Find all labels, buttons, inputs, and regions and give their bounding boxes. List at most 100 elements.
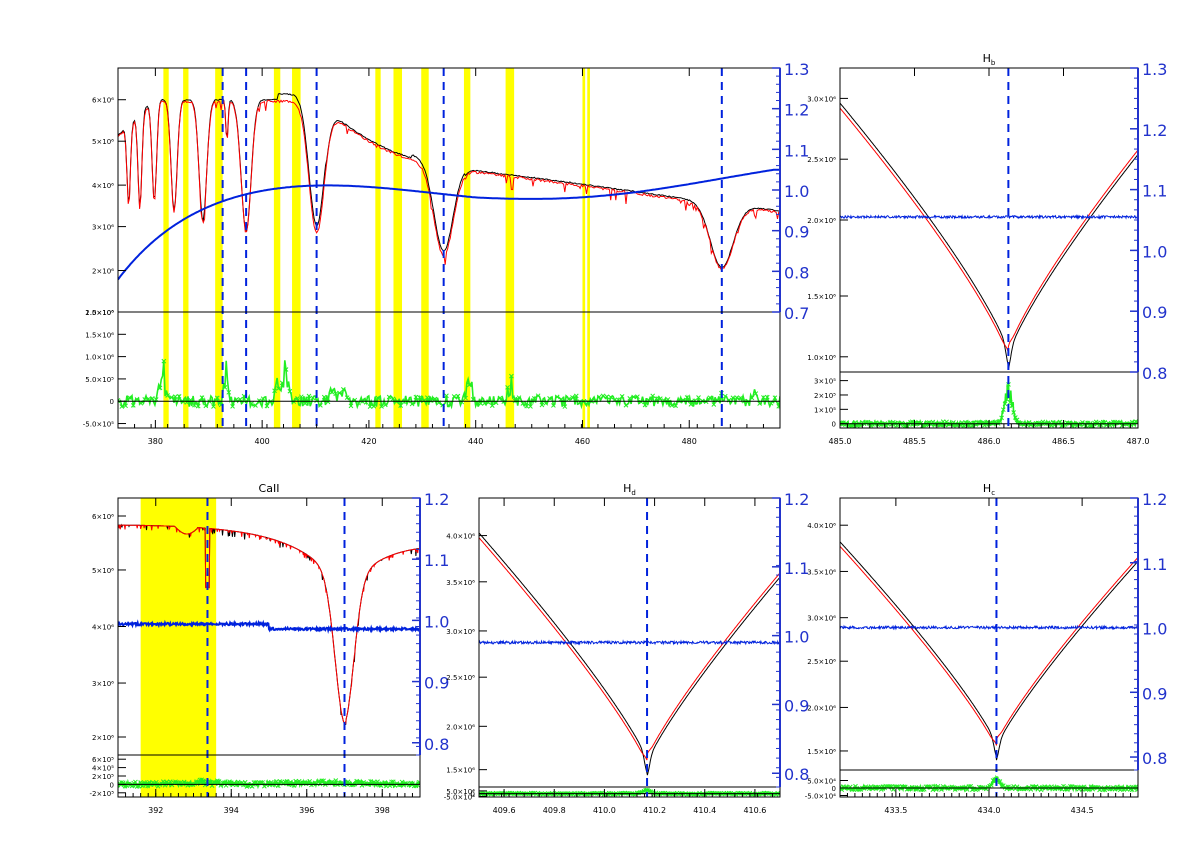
residual-marker: [325, 399, 331, 405]
residual-marker: [119, 404, 125, 409]
residual-marker: [267, 782, 272, 788]
highlight-band-6: [393, 68, 403, 428]
residual-marker: [1007, 399, 1013, 405]
residual-marker: [344, 395, 350, 400]
residual-marker: [375, 779, 380, 784]
plot-area: [479, 498, 780, 797]
residual-marker: [840, 784, 843, 790]
residual-marker: [772, 395, 778, 401]
panel-title-sub: c: [991, 489, 995, 497]
residual-marker: [988, 782, 994, 788]
model-spectrum: [118, 524, 420, 725]
residual-marker: [298, 394, 304, 400]
residual-marker: [749, 395, 755, 401]
plot-area: [840, 498, 1138, 797]
residual-marker: [127, 395, 132, 400]
y-right-tick-label: 1.2: [784, 490, 809, 509]
residual-marker: [961, 423, 967, 428]
highlight-band-11: [587, 68, 590, 428]
residual-marker: [417, 779, 420, 785]
y-right-tick-label: 0.7: [784, 304, 809, 323]
highlight-band-0: [163, 68, 169, 428]
y-left-tick-label: 1.5×10⁶: [446, 767, 475, 775]
residual-marker: [272, 388, 277, 394]
panel-title: Hd: [623, 482, 636, 497]
residual-marker: [661, 398, 667, 404]
panel-title-main: H: [983, 482, 991, 495]
y-bottom-tick-label: 5.0×10⁴: [446, 788, 475, 796]
x-tick-label: 434.0: [978, 806, 1001, 815]
residual-marker: [722, 393, 728, 399]
y-right-tick-label: 0.8: [1142, 749, 1167, 768]
residual-marker: [604, 394, 610, 400]
residual-marker: [274, 779, 279, 784]
ratio-curve: [118, 619, 420, 635]
residual-marker: [1090, 423, 1096, 428]
residual-marker: [340, 387, 346, 392]
residual-marker: [415, 782, 420, 788]
residual-marker: [214, 395, 220, 401]
residual-marker: [425, 395, 430, 401]
y-left-tick-label: 4×10⁶: [92, 624, 114, 632]
residual-marker: [566, 396, 572, 402]
residual-marker: [761, 395, 766, 400]
residual-marker: [535, 393, 541, 399]
y-right-tick-label: 1.1: [1142, 555, 1167, 574]
residual-marker: [356, 400, 361, 406]
residual-marker: [619, 790, 624, 796]
residual-curve: [118, 360, 780, 410]
residual-marker: [997, 418, 1003, 424]
plot-area: [840, 68, 1138, 428]
residual-marker: [554, 394, 560, 400]
residual-marker: [596, 394, 602, 400]
y-bottom-tick-label: -5.0×10⁴: [805, 793, 836, 801]
panel-title: CaII: [259, 482, 280, 495]
residual-marker: [551, 403, 556, 408]
y-right-tick-label: 0.9: [784, 223, 809, 242]
y-left-tick-label: 2.0×10⁶: [807, 704, 836, 712]
y-left-tick-label: 6×10⁶: [92, 513, 114, 521]
residual-marker: [573, 393, 579, 399]
y-right-tick-label: 1.0: [1142, 620, 1167, 639]
residual-marker: [230, 403, 235, 409]
residual-marker: [650, 393, 656, 399]
residual-marker: [562, 404, 568, 409]
residual-marker: [203, 403, 209, 409]
panel-hgamma: 433.5 434.0 434.5 1.5×10⁶ 2.0×10⁶ 2.5×10⁶ 3.0×…: [805, 482, 1168, 815]
x-tick-label: 409.6: [493, 806, 516, 815]
x-tick-label: 485.0: [829, 437, 852, 446]
x-tick-label: 487.0: [1127, 437, 1150, 446]
residual-marker: [321, 778, 326, 784]
x-tick-label: 420: [361, 437, 376, 446]
residual-marker: [153, 779, 159, 785]
panel-title-main: CaII: [259, 482, 280, 495]
residual-marker: [627, 396, 633, 401]
residual-marker: [202, 782, 208, 788]
residual-marker: [201, 778, 206, 784]
residual-marker: [497, 395, 503, 401]
residual-marker: [734, 395, 740, 400]
residual-marker: [399, 779, 405, 785]
highlight-band-1: [183, 68, 189, 428]
residual-marker: [631, 394, 636, 400]
residual-marker: [509, 373, 514, 379]
residual-marker: [673, 403, 678, 409]
residual-marker: [287, 388, 293, 394]
highlight-band-2: [215, 68, 223, 428]
y-right-tick-label: 1.3: [1142, 60, 1167, 79]
residual-marker: [242, 779, 248, 785]
y-bottom-tick-label: 6×10⁵: [92, 756, 114, 764]
residual-marker: [619, 394, 625, 399]
residual-marker: [402, 399, 407, 405]
residual-marker: [288, 779, 293, 785]
highlight-band-0: [140, 498, 217, 797]
y-bottom-tick-label: 2×10⁵: [92, 773, 114, 781]
model-spectrum: [840, 107, 1138, 352]
y-right-tick-label: 1.1: [784, 141, 809, 160]
y-right-tick-label: 0.8: [1142, 364, 1167, 383]
y-right-tick-label: 1.3: [784, 60, 809, 79]
residual-marker: [669, 403, 675, 408]
y-right-tick-label: 1.2: [784, 101, 809, 120]
y-left-tick-label: 2.0×10⁶: [807, 217, 836, 225]
y-left-tick-label: 2.0×10⁶: [446, 723, 475, 731]
